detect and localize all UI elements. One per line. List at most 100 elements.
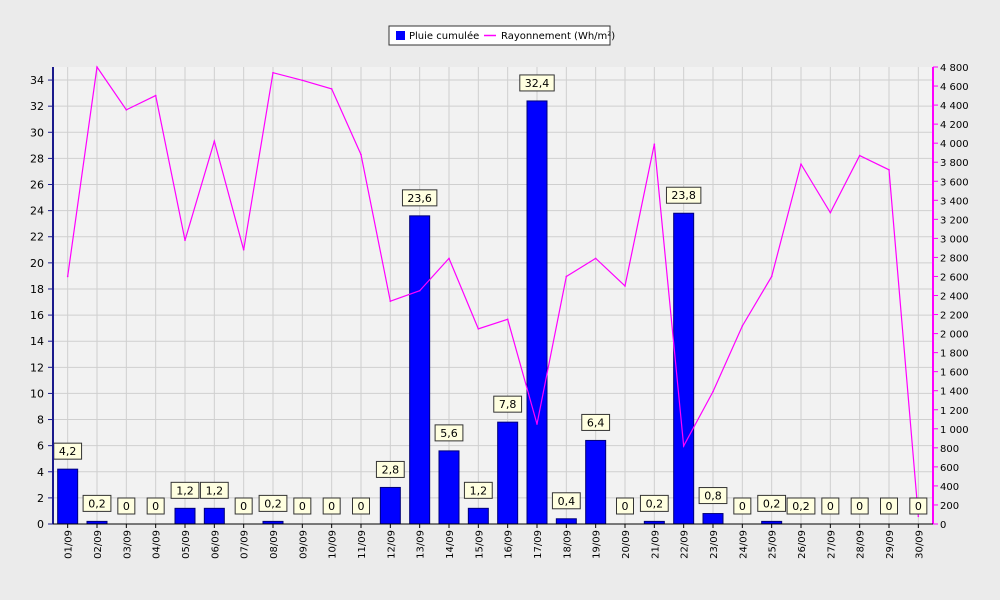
left-axis-tick-label: 10	[30, 387, 44, 400]
left-axis-tick-label: 6	[37, 440, 44, 453]
x-axis-tick-label: 25/09	[768, 530, 779, 559]
x-axis-tick-label: 12/09	[386, 530, 397, 559]
bar-value-label: 5,6	[440, 427, 458, 440]
left-axis-tick-label: 22	[30, 231, 44, 244]
bar-value-label-box	[375, 460, 405, 478]
rain-bars	[57, 100, 783, 525]
radiation-point	[154, 94, 157, 97]
right-axis-tick-label: 1 400	[940, 387, 969, 398]
rain-bar	[57, 468, 79, 525]
radiation-point	[917, 515, 920, 518]
radiation-point	[66, 275, 69, 278]
left-axis-tick-label: 28	[30, 152, 44, 165]
x-axis-tick-label: 26/09	[797, 530, 808, 559]
x-axis-tick-label: 09/09	[298, 530, 309, 559]
bar-value-label: 0	[915, 500, 922, 513]
radiation-point	[888, 169, 890, 171]
legend: Pluie cumulée Rayonnement (Wh/m²)	[388, 25, 615, 46]
bar-value-label: 6,4	[587, 416, 605, 429]
bar-value-label: 0	[240, 500, 247, 513]
radiation-point	[96, 66, 98, 68]
radiation-point	[682, 445, 685, 447]
rain-bar	[203, 507, 225, 525]
x-axis-tick-label: 28/09	[856, 530, 867, 559]
radiation-point	[184, 239, 186, 242]
bar-value-label-box	[117, 497, 136, 515]
bar-value-label-box	[463, 481, 493, 499]
bar-value-label: 0	[358, 500, 365, 513]
bar-value-label-box	[909, 497, 928, 515]
radiation-point	[829, 211, 832, 214]
bar-value-label-box	[352, 497, 370, 515]
bar-value-label-box	[665, 186, 702, 204]
left-axis-tick-label: 26	[30, 179, 44, 192]
radiation-point	[858, 154, 861, 157]
radiation-point	[477, 328, 480, 330]
rain-bar	[526, 100, 548, 525]
rain-bar	[379, 486, 401, 525]
x-axis-tick-label: 11/09	[357, 530, 368, 559]
radiation-point	[213, 140, 216, 143]
radiation-series-line	[67, 65, 919, 517]
bar-value-labels: 4,2 0,2 0 0 1,2 1,2 0 0,2 0 0 0 2,8 23,6 5,6 1,2 7,8 32,…	[53, 74, 928, 515]
right-axis-tick-label: 2 200	[940, 311, 969, 322]
x-axis-tick-label: 24/09	[738, 530, 749, 559]
bar-value-label: 4,2	[59, 445, 77, 458]
right-axis-tick-label: 3 400	[940, 196, 969, 207]
bar-value-label-box	[401, 189, 438, 207]
x-axis-tick-label: 21/09	[650, 530, 661, 559]
bar-value-label-box	[170, 481, 200, 499]
rain-bar	[555, 518, 577, 525]
right-axis-tick-label: 400	[940, 482, 959, 493]
right-axis-tick-label: 2 400	[940, 292, 969, 303]
plot-area	[53, 67, 933, 524]
rain-bar	[585, 439, 607, 525]
x-axis-tick-label: 04/09	[152, 530, 163, 559]
bar-value-label: 0,2	[792, 500, 810, 513]
bar-value-label: 2,8	[382, 463, 400, 476]
left-axis-tick-label: 18	[30, 283, 44, 296]
gridlines	[53, 67, 933, 524]
bar-value-label: 1,2	[176, 484, 194, 497]
left-axis-tick-label: 32	[30, 100, 44, 113]
right-axis-tick-label: 200	[940, 501, 959, 512]
radiation-point	[418, 289, 421, 292]
right-axis-tick-label: 1 600	[940, 368, 969, 379]
axes: 0246810121416182022242628303234020040060…	[30, 63, 969, 559]
x-axis-tick-label: 10/09	[328, 530, 339, 559]
radiation-point	[624, 285, 626, 287]
legend-box	[388, 25, 611, 46]
right-axis-tick-label: 3 800	[940, 158, 969, 169]
x-axis-tick-label: 18/09	[562, 530, 573, 559]
right-axis-tick-label: 3 000	[940, 234, 969, 245]
left-axis-tick-label: 20	[30, 257, 44, 270]
bar-value-label-box	[757, 494, 787, 512]
bar-value-label-box	[616, 497, 634, 515]
right-axis-tick-label: 600	[940, 463, 959, 474]
radiation-point	[448, 257, 450, 260]
bar-value-label-box	[199, 481, 229, 499]
bar-value-label: 0,2	[88, 497, 106, 510]
bar-value-label: 0	[328, 500, 335, 513]
bar-value-label-box	[322, 497, 341, 515]
legend-label-line: Rayonnement (Wh/m²)	[501, 31, 615, 42]
bar-value-label: 0	[622, 500, 629, 513]
bar-value-label-box	[698, 487, 728, 505]
radiation-point	[125, 109, 128, 111]
bar-value-label-box	[519, 74, 555, 92]
right-axis-tick-label: 1 800	[940, 349, 969, 360]
bar-value-label-box	[146, 497, 165, 515]
right-axis-tick-label: 1 200	[940, 406, 969, 417]
bar-value-label: 0	[299, 500, 306, 513]
bar-value-label: 0,2	[264, 497, 282, 510]
bar-value-label: 1,2	[470, 484, 488, 497]
bar-value-label: 23,6	[407, 192, 432, 205]
radiation-point	[242, 249, 245, 251]
bar-value-label-box	[258, 494, 288, 512]
rain-bar	[174, 507, 196, 525]
left-axis-tick-label: 8	[37, 414, 44, 427]
bar-value-label-box	[551, 492, 581, 510]
right-axis-tick-label: 2 800	[940, 253, 969, 264]
radiation-point	[360, 153, 362, 156]
